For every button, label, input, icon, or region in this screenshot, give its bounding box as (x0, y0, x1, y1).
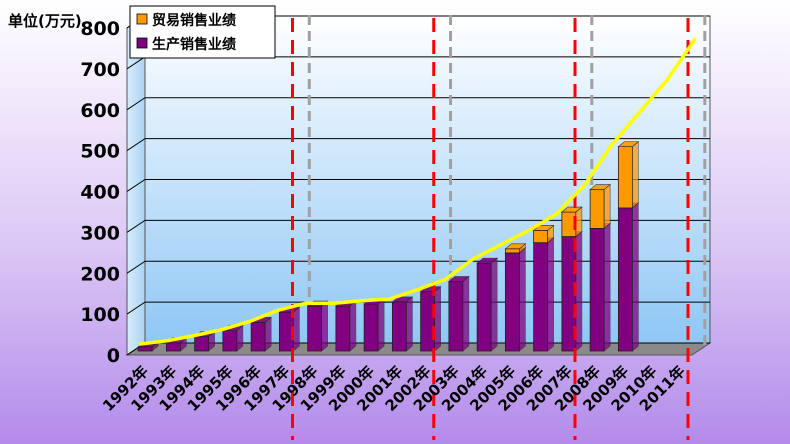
bar-production-front (137, 346, 153, 352)
legend-box (129, 5, 276, 59)
y-tick-label: 600 (80, 100, 120, 122)
bar-production (532, 237, 555, 352)
bar-trade-front (504, 248, 520, 254)
y-tick-label: 400 (80, 182, 120, 204)
bar-trade-front (589, 189, 605, 229)
bar-production-front (194, 336, 210, 352)
bar-trade-side (632, 140, 639, 209)
legend-label: 贸易销售业绩 (152, 12, 236, 29)
bar-production (504, 247, 527, 352)
unit-label: 单位(万元) (8, 12, 82, 30)
bar-production-top (476, 257, 498, 264)
gridline-diagonal (126, 219, 146, 233)
y-tick-label: 100 (80, 304, 120, 326)
bar-trade (504, 243, 527, 254)
bar-production-side (632, 202, 639, 352)
bar-trade (589, 183, 611, 230)
bar-trade-top (617, 141, 640, 147)
bar-production (278, 306, 301, 352)
bar-production-front (307, 305, 323, 352)
bar-trade-top (589, 184, 611, 190)
bar-production-front (589, 227, 605, 352)
y-tick-label: 800 (80, 18, 120, 40)
bar-trade-front (617, 146, 633, 209)
bar-production-side (349, 300, 357, 352)
bar-production-front (617, 207, 633, 352)
bar-production (250, 316, 272, 352)
bar-production-front (391, 301, 407, 352)
bar-production-front (448, 281, 464, 352)
bar-production-front (222, 330, 238, 352)
bar-production-side (293, 306, 300, 352)
gridline-diagonal (126, 56, 146, 70)
bar-production-front (165, 342, 181, 352)
bar-trade (532, 224, 555, 244)
bar-production-side (406, 296, 413, 352)
bar-production-top (448, 276, 470, 282)
bar-production (419, 286, 442, 352)
trend-line (138, 37, 697, 346)
bar-production-front (476, 262, 492, 352)
legend-swatch (136, 37, 148, 49)
gridline-diagonal (126, 138, 146, 152)
bar-production-side (575, 230, 583, 352)
bar-production-front (420, 291, 436, 352)
bar-trade (617, 140, 640, 209)
bar-production (617, 202, 640, 352)
gridline-diagonal (126, 179, 146, 192)
y-tick-label: 200 (80, 263, 120, 285)
bar-production-side (490, 257, 498, 352)
bar-production (589, 222, 611, 352)
legend-swatch (136, 13, 148, 25)
bar-production (335, 300, 357, 352)
bar-production-side (547, 237, 554, 352)
bar-production-side (462, 275, 470, 352)
y-tick-label: 0 (107, 345, 120, 367)
gridline-diagonal (126, 97, 146, 111)
bar-production-side (264, 316, 272, 352)
y-tick-label: 500 (80, 141, 120, 163)
bar-production (561, 230, 583, 352)
bar-trade-front (533, 230, 549, 244)
bar-production-side (519, 247, 526, 352)
bar-production (306, 300, 329, 352)
bar-production-front (335, 305, 351, 352)
bar-trade-top (504, 243, 527, 250)
bar-trade-top (561, 206, 583, 213)
gridline-diagonal (126, 301, 146, 315)
bar-production (363, 298, 385, 352)
bar-production-side (434, 286, 441, 352)
bar-production (448, 275, 470, 352)
legend-label: 生产销售业绩 (152, 36, 236, 53)
bar-production-front (250, 321, 266, 352)
bar-trade-side (603, 183, 611, 230)
bar-production-front (533, 242, 549, 352)
bar-production (476, 257, 498, 352)
bar-production-front (504, 252, 520, 352)
bar-production-side (321, 300, 328, 352)
y-tick-label: 700 (80, 59, 120, 81)
bar-production-side (603, 222, 611, 352)
y-tick-label: 300 (80, 222, 120, 244)
bar-production-front (363, 303, 379, 352)
bar-trade (561, 206, 583, 238)
bar-production-side (377, 298, 385, 352)
bar-production (391, 296, 414, 352)
gridline-diagonal (126, 260, 146, 274)
